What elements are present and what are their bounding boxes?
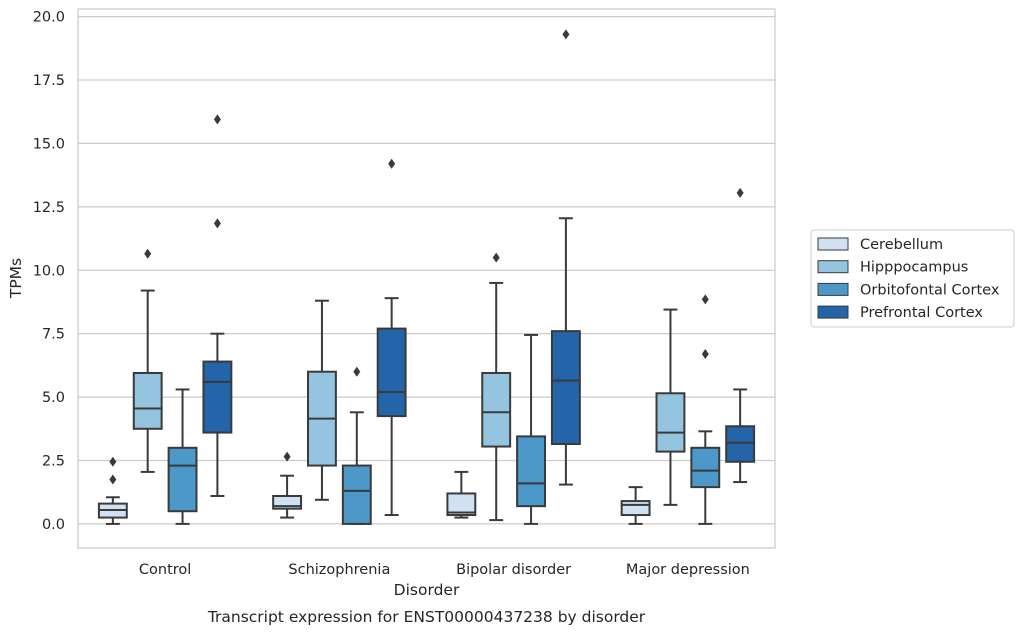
box-iqr	[132, 371, 163, 430]
box-hipppocampus-major-depression	[655, 308, 686, 506]
legend-label: Hipppocampus	[860, 260, 968, 276]
box-hipppocampus-schizophrenia	[307, 299, 337, 501]
outlier-point	[213, 218, 221, 229]
series-hipppocampus	[132, 248, 686, 522]
box-iqr	[446, 492, 477, 517]
legend-swatch	[817, 237, 849, 251]
y-tick-label: 10.0	[33, 263, 65, 279]
box-cerebellum-major-depression	[620, 486, 651, 525]
x-tick-label: Major depression	[626, 562, 750, 578]
legend-label: Cerebellum	[860, 237, 943, 253]
box-iqr	[516, 435, 546, 508]
box-iqr	[725, 425, 756, 463]
y-tick-label: 0.0	[42, 517, 65, 533]
box-iqr	[167, 446, 198, 513]
y-tick-label: 20.0	[33, 10, 65, 26]
x-axis-title: Disorder	[394, 581, 460, 599]
series-orbitofontal-cortex	[167, 294, 721, 525]
y-tick-label: 7.5	[42, 327, 65, 343]
box-orbitofontal-cortex-schizophrenia	[341, 366, 372, 525]
legend-item-orbitofontal-cortex: Orbitofontal Cortex	[817, 282, 1000, 298]
box-iqr	[341, 464, 372, 525]
y-tick-label: 12.5	[33, 200, 65, 216]
outlier-point	[283, 451, 291, 462]
box-cerebellum-bipolar-disorder	[446, 470, 477, 519]
legend: Cerebellum Hipppocampus Orbitofontal Corte…	[810, 229, 1015, 328]
box-iqr	[690, 446, 721, 489]
legend-swatch	[817, 260, 849, 274]
legend-items: Cerebellum Hipppocampus Orbitofontal Corte…	[817, 237, 1000, 321]
box-series	[97, 29, 756, 525]
y-tick-label: 5.0	[42, 390, 65, 406]
outlier-point	[109, 474, 117, 485]
outlier-point	[492, 252, 500, 263]
y-axis-ticks: 0.0 2.5 5.0 7.5 10.0 12.5 15.0 17.5 20.0	[33, 10, 65, 533]
y-tick-label: 17.5	[33, 73, 65, 89]
legend-item-cerebellum: Cerebellum	[817, 237, 943, 253]
box-cerebellum-control	[97, 456, 128, 525]
series-cerebellum	[97, 451, 651, 525]
y-tick-label: 15.0	[33, 136, 65, 152]
outlier-point	[562, 29, 570, 40]
outlier-point	[736, 187, 744, 198]
box-hipppocampus-bipolar-disorder	[481, 252, 512, 522]
box-iqr	[620, 500, 651, 517]
x-tick-label: Schizophrenia	[288, 562, 390, 578]
box-iqr	[202, 360, 233, 434]
outlier-point	[213, 114, 221, 125]
outlier-point	[701, 348, 709, 359]
y-tick-label: 2.5	[42, 453, 65, 469]
legend-swatch	[817, 282, 849, 296]
legend-frame	[810, 229, 1015, 328]
box-prefrontal-cortex-schizophrenia	[376, 158, 407, 517]
box-prefrontal-cortex-bipolar-disorder	[550, 29, 581, 486]
legend-swatch	[817, 305, 849, 319]
box-iqr	[376, 327, 407, 418]
box-iqr	[550, 330, 581, 446]
chart-caption: Transcript expression for ENST0000043723…	[207, 608, 646, 626]
legend-label: Prefrontal Cortex	[860, 305, 983, 321]
outlier-point	[701, 294, 709, 305]
x-axis-ticks: Control Schizophrenia Bipolar disorder Majo…	[139, 562, 750, 578]
series-prefrontal-cortex	[202, 29, 756, 517]
outlier-point	[388, 158, 396, 169]
outlier-point	[353, 366, 361, 377]
box-prefrontal-cortex-major-depression	[725, 187, 756, 484]
box-iqr	[655, 392, 686, 453]
x-tick-label: Control	[139, 562, 191, 578]
box-orbitofontal-cortex-bipolar-disorder	[516, 333, 546, 525]
box-hipppocampus-control	[132, 248, 163, 473]
box-orbitofontal-cortex-control	[167, 388, 198, 525]
plot-area-frame	[77, 8, 776, 549]
box-orbitofontal-cortex-major-depression	[690, 294, 721, 525]
outlier-point	[109, 456, 117, 467]
legend-item-prefrontal-cortex: Prefrontal Cortex	[817, 305, 983, 321]
outlier-point	[144, 248, 152, 259]
legend-label: Orbitofontal Cortex	[860, 282, 1000, 298]
y-axis-title: TPMs	[7, 258, 25, 299]
box-iqr	[481, 371, 512, 448]
legend-item-hipppocampus: Hipppocampus	[817, 260, 968, 276]
box-prefrontal-cortex-control	[202, 114, 233, 498]
x-tick-label: Bipolar disorder	[456, 562, 571, 578]
box-cerebellum-schizophrenia	[272, 451, 303, 519]
